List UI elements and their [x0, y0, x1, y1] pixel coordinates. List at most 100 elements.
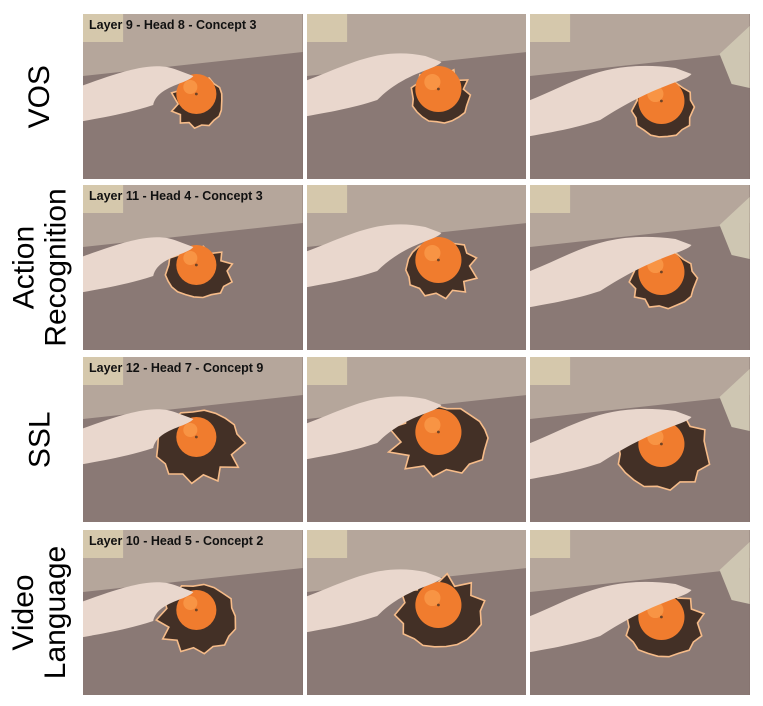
- concept-caption: Layer 10 - Head 5 - Concept 2: [89, 534, 264, 548]
- orange-stem: [436, 430, 440, 434]
- hand: [83, 582, 194, 638]
- frame-illustration: [83, 14, 303, 179]
- orange-highlight: [183, 80, 198, 94]
- orange-stem: [194, 435, 198, 439]
- hand: [306, 53, 442, 117]
- hand: [306, 569, 442, 633]
- hand: [530, 65, 692, 137]
- frame-illustration: [83, 185, 303, 350]
- video-frame: Layer 10 - Head 5 - Concept 2: [83, 530, 303, 695]
- lamp-light: [530, 14, 571, 42]
- lamp-light: [83, 530, 124, 558]
- video-frame: [306, 357, 527, 522]
- fade-overlay: [83, 530, 303, 695]
- orange-stem: [660, 99, 664, 103]
- wall: [530, 530, 751, 592]
- bag: [719, 26, 751, 88]
- orange-highlight: [183, 423, 198, 437]
- frame-illustration: [306, 185, 527, 350]
- wall: [83, 530, 303, 592]
- orange-highlight: [423, 416, 441, 434]
- video-frame: [530, 357, 751, 522]
- lamp-light: [83, 185, 124, 213]
- lamp-light: [530, 357, 571, 385]
- video-frame: [306, 14, 527, 179]
- video-frame: [530, 185, 751, 350]
- hand: [306, 396, 442, 460]
- fade-overlay: [306, 185, 527, 350]
- lamp-light: [83, 357, 124, 385]
- lamp-light: [306, 14, 347, 42]
- concept-caption: Layer 11 - Head 4 - Concept 3: [89, 189, 263, 203]
- video-frame: Layer 9 - Head 8 - Concept 3: [83, 14, 303, 179]
- video-frame: Layer 11 - Head 4 - Concept 3: [83, 185, 303, 350]
- wall: [530, 357, 751, 419]
- row-label-video-language: Video Language: [0, 530, 80, 695]
- bag: [719, 369, 751, 431]
- lamp-light: [530, 530, 571, 558]
- bag: [719, 542, 751, 604]
- frame-illustration: [530, 185, 751, 350]
- hand: [83, 66, 194, 122]
- fade-overlay: [306, 14, 527, 179]
- row-video-language: Layer 10 - Head 5 - Concept 2: [83, 530, 751, 695]
- video-frame: [530, 530, 751, 695]
- fade-overlay: [530, 14, 751, 179]
- frame-illustration: [306, 530, 527, 695]
- frame-illustration: [306, 14, 527, 179]
- row-label-line-1: VOS: [23, 64, 57, 129]
- wall: [83, 357, 303, 419]
- fade-overlay: [530, 357, 751, 522]
- lamp-light: [306, 357, 347, 385]
- fade-overlay: [83, 357, 303, 522]
- row-label-vos: VOS: [0, 14, 80, 179]
- frame-illustration: [530, 530, 751, 695]
- video-frame: Layer 12 - Head 7 - Concept 9: [83, 357, 303, 522]
- wall: [83, 14, 303, 76]
- orange-stem: [660, 442, 664, 446]
- orange-highlight: [183, 596, 198, 610]
- fade-overlay: [530, 530, 751, 695]
- hand: [530, 408, 692, 480]
- video-frame: [306, 530, 527, 695]
- row-label-line-1: Video: [7, 574, 41, 651]
- video-frame: [306, 185, 527, 350]
- fade-overlay: [83, 185, 303, 350]
- row-action-recognition: Layer 11 - Head 4 - Concept 3: [83, 185, 751, 350]
- row-label-line-1: SSL: [23, 411, 57, 468]
- frame-illustration: [530, 14, 751, 179]
- row-ssl: Layer 12 - Head 7 - Concept 9: [83, 357, 751, 522]
- fade-overlay: [306, 530, 527, 695]
- orange-stem: [194, 263, 198, 267]
- row-label-line-2: Language: [39, 545, 73, 680]
- orange-stem: [436, 603, 440, 607]
- concept-caption: Layer 12 - Head 7 - Concept 9: [89, 361, 264, 375]
- fade-overlay: [530, 185, 751, 350]
- hand: [530, 236, 692, 308]
- row-vos: Layer 9 - Head 8 - Concept 3: [83, 14, 751, 179]
- bag: [719, 197, 751, 259]
- orange-highlight: [183, 251, 198, 265]
- hand: [83, 409, 194, 465]
- wall: [83, 185, 303, 247]
- frame-illustration: [83, 530, 303, 695]
- fade-overlay: [306, 357, 527, 522]
- orange-stem: [660, 270, 664, 274]
- row-label-line-2: Recognition: [39, 188, 72, 347]
- row-label-action-recognition: Action Recognition: [0, 185, 80, 350]
- orange-stem: [194, 608, 198, 612]
- frame-illustration: [306, 357, 527, 522]
- frame-illustration: [530, 357, 751, 522]
- orange-stem: [194, 92, 198, 96]
- orange-stem: [660, 615, 664, 619]
- hand: [83, 237, 194, 293]
- orange-highlight: [423, 244, 441, 262]
- orange-highlight: [423, 73, 441, 91]
- wall: [530, 185, 751, 247]
- lamp-light: [306, 185, 347, 213]
- row-label-ssl: SSL: [0, 357, 80, 522]
- concept-caption: Layer 9 - Head 8 - Concept 3: [89, 18, 257, 32]
- orange-stem: [436, 87, 440, 91]
- hand: [306, 224, 442, 288]
- orange-stem: [436, 258, 440, 262]
